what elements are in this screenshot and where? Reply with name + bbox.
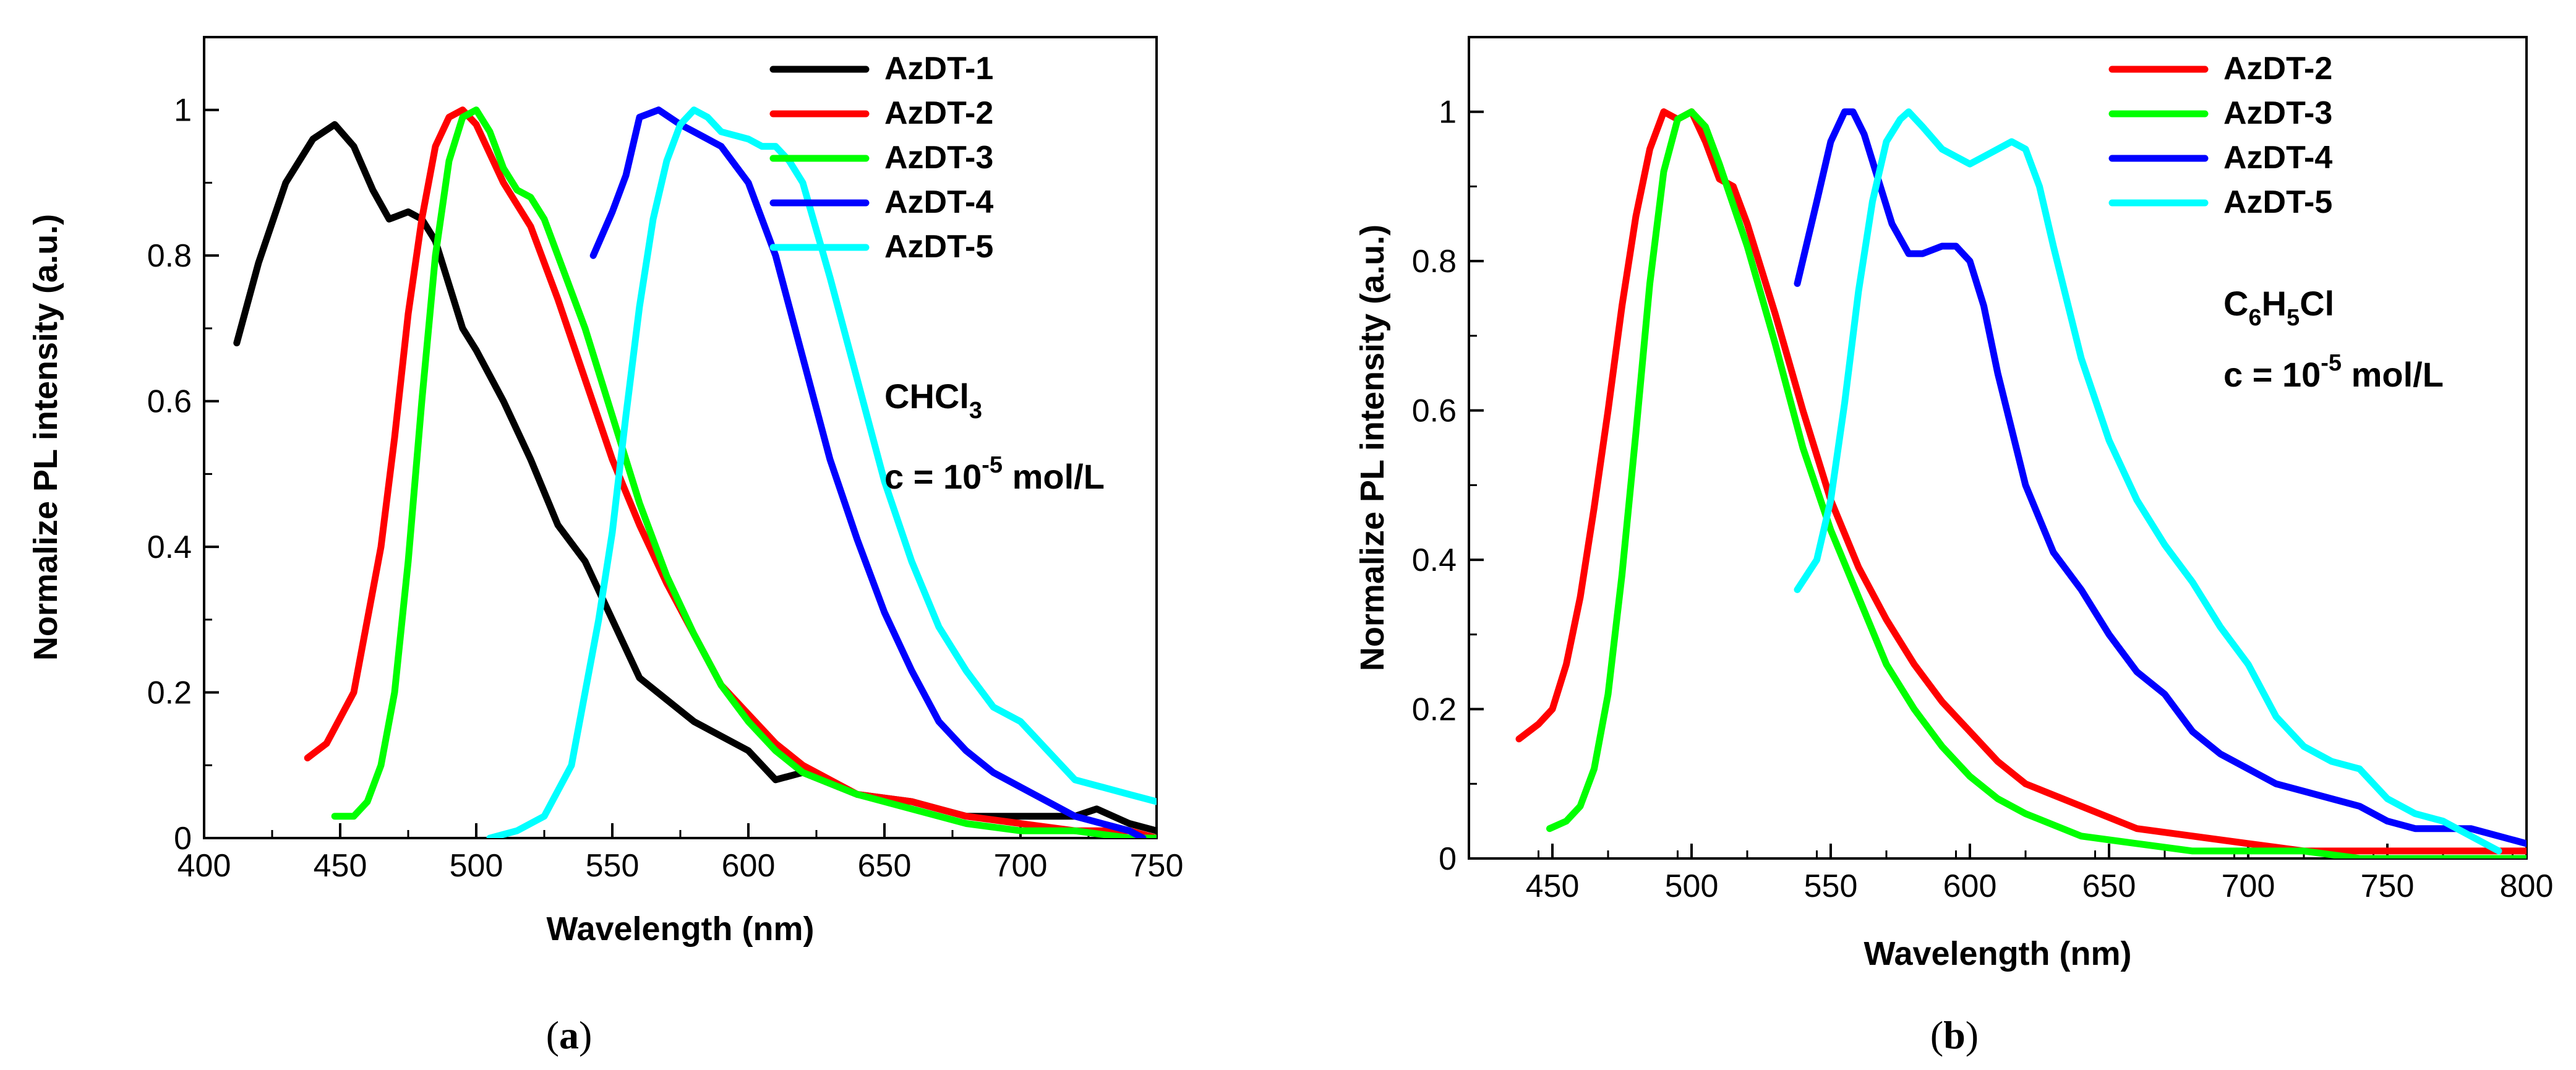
x-tick-label: 750 — [1130, 848, 1184, 884]
y-tick-label: 1 — [174, 93, 192, 129]
legend-label: AzDT-4 — [884, 184, 993, 220]
panel-b: 450 500 550 600 650 700 750 800 0 0.2 0.4 0.6 0.8 1 W… — [1354, 36, 2554, 1057]
legend-label: AzDT-3 — [2223, 95, 2332, 131]
legend: AzDT-1 AzDT-2 AzDT-3 AzDT-4 AzDT-5 — [769, 51, 993, 265]
y-tick-label: 0 — [1439, 841, 1457, 877]
x-tick-label: 600 — [1943, 868, 1997, 904]
x-tick-label: 800 — [2500, 868, 2554, 904]
x-tick-label: 450 — [1526, 868, 1580, 904]
x-axis-title: Wavelength (nm) — [546, 910, 814, 948]
x-tick-label: 600 — [722, 848, 776, 884]
y-tick-label: 0.6 — [1412, 393, 1457, 429]
legend-label: AzDT-4 — [2223, 140, 2332, 176]
y-tick-label: 0.8 — [1412, 244, 1457, 280]
series-line-azdt-3 — [1546, 108, 2527, 858]
legend-label: AzDT-2 — [884, 95, 993, 131]
x-tick-label: 700 — [2222, 868, 2275, 904]
y-tick-label: 0.2 — [1412, 692, 1457, 728]
y-tick-label: 0.2 — [147, 675, 192, 711]
y-axis-title: Normalize PL intensity (a.u.) — [1354, 225, 1391, 671]
series-line-azdt-2 — [304, 106, 1157, 838]
legend: AzDT-2 AzDT-3 AzDT-4 AzDT-5 — [2108, 51, 2332, 220]
x-tick-label: 550 — [586, 848, 640, 884]
x-tick-label: 550 — [1804, 868, 1858, 904]
x-tick-label: 500 — [1665, 868, 1719, 904]
axis-ticks: 400 450 500 550 600 650 700 750 0 0.2 0.4 0.6 0.8 1 — [147, 36, 1184, 884]
solvent-label: CHCl3 — [884, 377, 982, 424]
y-axis-title: Normalize PL intensity (a.u.) — [27, 214, 64, 661]
legend-label: AzDT-1 — [884, 51, 993, 87]
y-tick-label: 0.6 — [147, 384, 192, 420]
plot-area-frame — [1468, 36, 2528, 860]
series-line-azdt-4 — [589, 106, 1147, 838]
x-tick-label: 650 — [858, 848, 912, 884]
x-tick-label: 750 — [2361, 868, 2415, 904]
concentration-label: c = 10-5 mol/L — [2223, 350, 2444, 394]
legend-label: AzDT-2 — [2223, 51, 2332, 87]
y-tick-label: 0.8 — [147, 238, 192, 274]
x-tick-label: 650 — [2082, 868, 2136, 904]
y-tick-label: 0 — [174, 821, 192, 857]
series-line-azdt-5 — [486, 106, 1157, 838]
legend-label: AzDT-5 — [884, 229, 993, 265]
x-tick-label: 700 — [994, 848, 1048, 884]
series-line-azdt-3 — [331, 106, 1157, 838]
legend-label: AzDT-3 — [884, 140, 993, 176]
concentration-label: c = 10-5 mol/L — [884, 452, 1105, 496]
series-line-azdt-5 — [1794, 108, 2502, 855]
series-line-azdt-4 — [1794, 108, 2527, 847]
axis-ticks: 450 500 550 600 650 700 750 800 0 0.2 0.4 0.6 0.8 1 — [1412, 36, 2554, 904]
series-lines — [1515, 108, 2527, 858]
caption-b: (b) — [1930, 1013, 1979, 1057]
y-tick-label: 0.4 — [1412, 542, 1457, 578]
x-tick-label: 400 — [178, 848, 231, 884]
series-lines — [233, 106, 1157, 838]
caption-a: (a) — [546, 1013, 593, 1057]
x-axis-title: Wavelength (nm) — [1864, 935, 2131, 972]
legend-label: AzDT-5 — [2223, 184, 2332, 220]
x-tick-label: 450 — [314, 848, 367, 884]
panel-a: 400 450 500 550 600 650 700 750 0 0.2 0.4 0.6 0.8 1 W… — [27, 36, 1184, 1057]
series-line-azdt-2 — [1515, 108, 2527, 855]
solvent-label: C6H5Cl — [2223, 284, 2334, 331]
y-tick-label: 1 — [1439, 95, 1457, 131]
x-tick-label: 500 — [450, 848, 503, 884]
y-tick-label: 0.4 — [147, 529, 192, 565]
